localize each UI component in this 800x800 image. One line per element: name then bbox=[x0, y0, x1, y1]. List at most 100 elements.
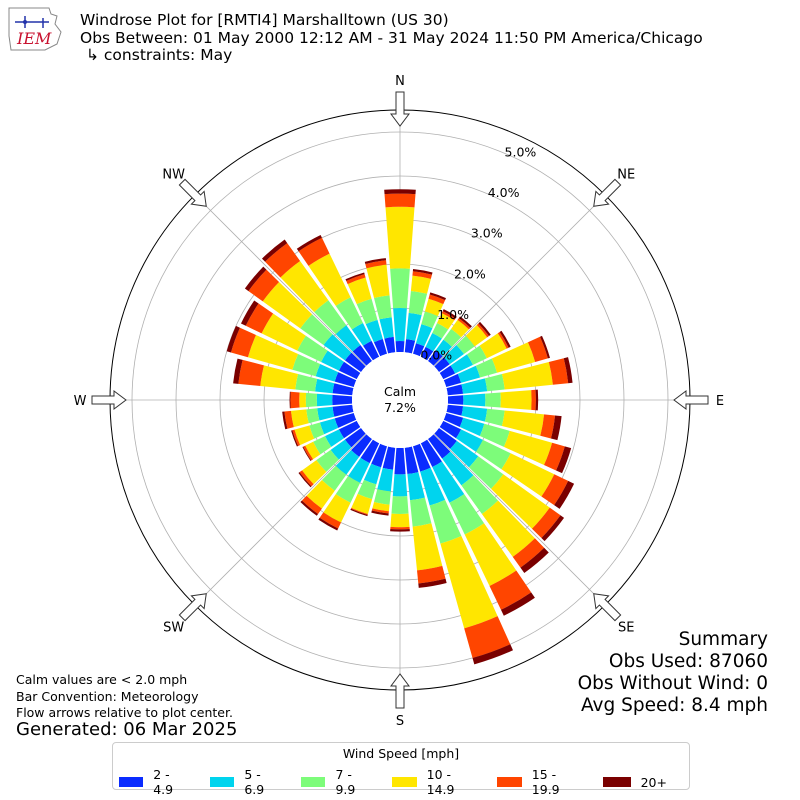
wind-bar-segment bbox=[306, 480, 335, 509]
wind-bar-segment bbox=[406, 312, 422, 341]
wind-bar-segment bbox=[412, 269, 433, 275]
legend-label: 15 - 19.9 bbox=[531, 767, 560, 797]
radial-tick-label: 5.0% bbox=[505, 144, 537, 159]
wind-bar-segment bbox=[428, 350, 443, 366]
wind-bar-segment bbox=[439, 420, 462, 439]
wind-bar-segment bbox=[292, 353, 321, 377]
flow-arrow-icon bbox=[593, 593, 622, 622]
wind-bar-segment bbox=[245, 303, 274, 334]
wind-bar-segment bbox=[233, 358, 243, 384]
wind-bar-segment bbox=[472, 644, 514, 665]
wind-bar-segment bbox=[412, 443, 431, 472]
wind-bar-segment bbox=[314, 300, 347, 335]
wind-bar-segment bbox=[548, 358, 569, 385]
wind-bar-segment bbox=[500, 390, 532, 410]
wind-bar-segment bbox=[325, 429, 344, 447]
flow-arrow-icon bbox=[390, 673, 410, 709]
flow-arrow-icon bbox=[178, 178, 207, 207]
wind-bar-segment bbox=[418, 578, 447, 588]
legend-label: 2 - 4.9 bbox=[153, 767, 174, 797]
wind-bar-segment bbox=[410, 275, 431, 294]
wind-bar-segment bbox=[501, 453, 555, 497]
wind-bar-segment bbox=[299, 470, 314, 487]
wind-bar-segment bbox=[554, 480, 575, 509]
wind-bar-segment bbox=[238, 359, 264, 387]
wind-bar-segment bbox=[377, 467, 394, 492]
wind-bar-segment bbox=[432, 461, 465, 503]
wind-bar-segment bbox=[319, 512, 342, 529]
wind-bars bbox=[226, 189, 575, 665]
wind-bar-segment bbox=[408, 290, 428, 316]
cardinal-labels: N NE E SE S SW W NW bbox=[74, 74, 725, 729]
wind-bar-segment bbox=[296, 235, 322, 252]
wind-bar-segment bbox=[382, 446, 396, 470]
wind-bar-segment bbox=[335, 297, 363, 330]
wind-bar-segment bbox=[292, 429, 301, 447]
wind-bar-segment bbox=[465, 324, 488, 347]
flow-arrow-icon bbox=[178, 593, 207, 622]
wind-bar-segment bbox=[344, 352, 366, 372]
wind-bar-segment bbox=[484, 408, 505, 426]
flow-arrows-note: Flow arrows relative to plot center. bbox=[16, 705, 233, 720]
wind-bar-segment bbox=[539, 335, 550, 359]
wind-bar-segment bbox=[390, 529, 410, 532]
legend-item: 2 - 4.9 bbox=[119, 767, 188, 797]
wind-bar-segment bbox=[459, 417, 485, 437]
wind-bar-segment bbox=[260, 365, 299, 390]
wind-bar-segment bbox=[384, 193, 416, 208]
wind-bar-segment bbox=[315, 363, 339, 382]
wind-bar-segment bbox=[357, 479, 377, 500]
wind-bar-segment bbox=[318, 517, 339, 531]
wind-bar-segment bbox=[261, 313, 306, 351]
summary-obs-without-wind: Obs Without Wind: 0 bbox=[577, 673, 768, 694]
wind-bar-segment bbox=[485, 392, 501, 408]
wind-bar-segment bbox=[332, 394, 353, 406]
grid-spoke bbox=[433, 433, 606, 606]
wind-bar-segment bbox=[432, 323, 449, 339]
wind-bar-segment bbox=[464, 616, 511, 659]
generated-date: Generated: 06 Mar 2025 bbox=[16, 719, 238, 740]
wind-bar-segment bbox=[323, 334, 352, 361]
wind-bar-segment bbox=[345, 272, 365, 281]
wind-bar-segment bbox=[412, 271, 432, 279]
wind-bar-segment bbox=[392, 474, 408, 497]
wind-bar-segment bbox=[437, 313, 455, 330]
wind-bar-segment bbox=[457, 318, 471, 330]
wind-bar-segment bbox=[332, 383, 354, 396]
wind-bar-segment bbox=[371, 443, 388, 468]
wind-bar-segment bbox=[371, 510, 389, 516]
wind-bar-segment bbox=[428, 294, 446, 305]
wind-bar-segment bbox=[334, 372, 357, 388]
cardinal-label: N bbox=[395, 74, 405, 89]
wind-bar-segment bbox=[540, 414, 556, 439]
wind-bar-segment bbox=[282, 411, 288, 430]
wind-bar-segment bbox=[458, 316, 472, 328]
wind-bar-segment bbox=[230, 327, 256, 358]
wind-bar-segment bbox=[308, 253, 351, 306]
wind-bar-segment bbox=[347, 277, 372, 305]
calm-note: Calm values are < 2.0 mph bbox=[16, 672, 188, 687]
wind-bar-segment bbox=[457, 365, 481, 383]
wind-bar-segment bbox=[390, 268, 410, 309]
cardinal-label: NE bbox=[617, 168, 635, 183]
wind-bar-segment bbox=[434, 428, 457, 449]
wind-bar-segment bbox=[429, 292, 447, 301]
wind-bar-segment bbox=[313, 436, 332, 455]
wind-bar-segment bbox=[261, 239, 288, 262]
radial-tick-labels: 0.0% 1.0% 2.0% 3.0% 4.0% 5.0% bbox=[420, 144, 536, 362]
wind-bar-segment bbox=[379, 317, 394, 339]
wind-bar-segment bbox=[335, 325, 361, 352]
wind-bar-segment bbox=[262, 281, 313, 329]
wind-bar-segment bbox=[265, 243, 301, 278]
wind-bar-segment bbox=[391, 496, 409, 514]
wind-bar-segment bbox=[456, 335, 475, 355]
wind-bar-segment bbox=[415, 324, 433, 347]
wind-bar-segment bbox=[447, 395, 464, 405]
wind-bar-segment bbox=[374, 295, 392, 320]
wind-bar-segment bbox=[295, 374, 318, 392]
wind-bar-segment bbox=[443, 328, 462, 347]
calm-value: 7.2% bbox=[384, 400, 416, 415]
wind-bar-segment bbox=[479, 333, 507, 359]
wind-bar-segment bbox=[544, 442, 565, 471]
